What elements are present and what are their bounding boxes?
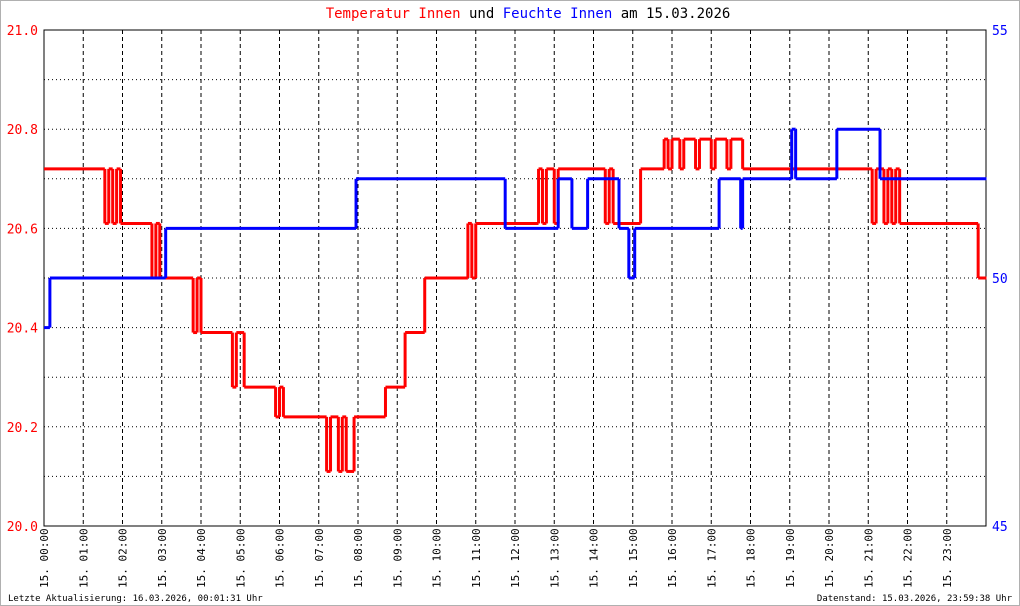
title-joiner: und	[469, 6, 494, 22]
x-tick-label: 15. 03:00	[156, 528, 169, 588]
x-tick-label: 15. 17:00	[705, 528, 718, 588]
x-tick-label: 15. 08:00	[352, 528, 365, 588]
footer-left: Letzte Aktualisierung: 16.03.2026, 00:01…	[8, 594, 263, 604]
x-tick-label: 15. 00:00	[38, 528, 51, 588]
x-tick-label: 15. 14:00	[588, 528, 601, 588]
y-tick-label: 20.0	[7, 520, 38, 535]
x-tick-label: 15. 01:00	[77, 528, 90, 588]
x-tick-label: 15. 05:00	[234, 528, 247, 588]
y-tick-label: 21.0	[7, 24, 38, 39]
x-tick-label: 15. 19:00	[784, 528, 797, 588]
y-tick-label: 20.4	[7, 322, 38, 337]
y2-tick-label: 45	[992, 520, 1008, 535]
x-tick-label: 15. 12:00	[509, 528, 522, 588]
x-tick-label: 15. 06:00	[274, 528, 287, 588]
y-tick-label: 20.8	[7, 123, 38, 138]
x-tick-label: 15. 15:00	[627, 528, 640, 588]
x-tick-label: 15. 16:00	[666, 528, 679, 588]
x-tick-label: 15. 13:00	[548, 528, 561, 588]
y-tick-label: 20.2	[7, 421, 38, 436]
y2-tick-label: 50	[992, 272, 1008, 287]
x-tick-label: 15. 22:00	[902, 528, 915, 588]
title-series: Temperatur Innen	[326, 6, 461, 22]
footer-right: Datenstand: 15.03.2026, 23:59:38 Uhr	[817, 594, 1013, 604]
x-tick-label: 15. 23:00	[941, 528, 954, 588]
y2-tick-label: 55	[992, 24, 1008, 39]
x-tick-label: 15. 02:00	[117, 528, 130, 588]
x-tick-label: 15. 18:00	[745, 528, 758, 588]
x-tick-label: 15. 04:00	[195, 528, 208, 588]
title-series: Feuchte Innen	[503, 6, 613, 22]
x-tick-label: 15. 20:00	[823, 528, 836, 588]
x-tick-label: 15. 10:00	[431, 528, 444, 588]
x-tick-label: 15. 11:00	[470, 528, 483, 588]
chart-title: Temperatur Innen und Feuchte Innen am 15…	[326, 6, 731, 22]
x-tick-label: 15. 09:00	[391, 528, 404, 588]
y-tick-label: 20.6	[7, 222, 38, 237]
x-tick-label: 15. 21:00	[862, 528, 875, 588]
title-suffix: am 15.03.2026	[621, 6, 731, 22]
x-tick-label: 15. 07:00	[313, 528, 326, 588]
